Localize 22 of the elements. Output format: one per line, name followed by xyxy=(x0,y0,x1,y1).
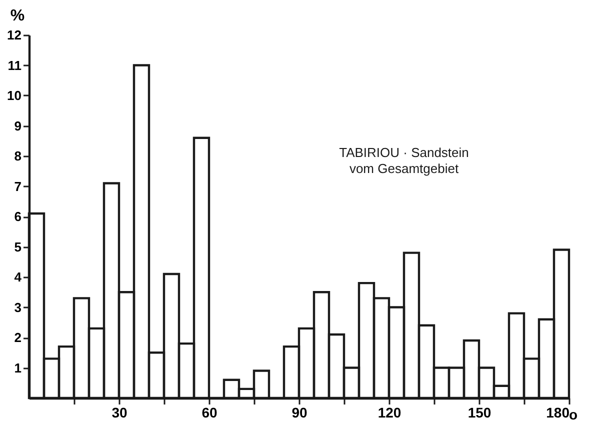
annotation: vom Gesamtgebiet xyxy=(349,161,459,176)
y-tick-label: 7 xyxy=(14,178,22,194)
y-axis-title: % xyxy=(10,8,25,24)
y-tick-label: 3 xyxy=(14,300,22,315)
x-tick-label: 180 xyxy=(546,404,570,420)
y-tick-label: 11 xyxy=(8,58,22,73)
x-tick-label: 60 xyxy=(202,404,218,420)
x-tick-label: 150 xyxy=(468,404,492,420)
y-tick-label: 8 xyxy=(14,148,22,164)
annotation: TABIRIOU · Sandstein xyxy=(339,145,469,160)
y-tick-label: 5 xyxy=(14,239,22,254)
y-tick-label: 6 xyxy=(14,209,22,224)
y-tick-label: 2 xyxy=(14,330,22,345)
y-tick-label: 9 xyxy=(14,118,22,134)
x-axis-title: o xyxy=(568,406,578,422)
y-tick-label: 12 xyxy=(7,28,22,42)
x-tick-label: 30 xyxy=(112,404,128,420)
x-tick-label: 90 xyxy=(292,404,308,420)
x-tick-label: 120 xyxy=(378,404,402,420)
y-tick-label: 10 xyxy=(7,88,22,103)
y-tick-label: 4 xyxy=(14,270,22,284)
y-tick-label: 1 xyxy=(14,360,22,376)
